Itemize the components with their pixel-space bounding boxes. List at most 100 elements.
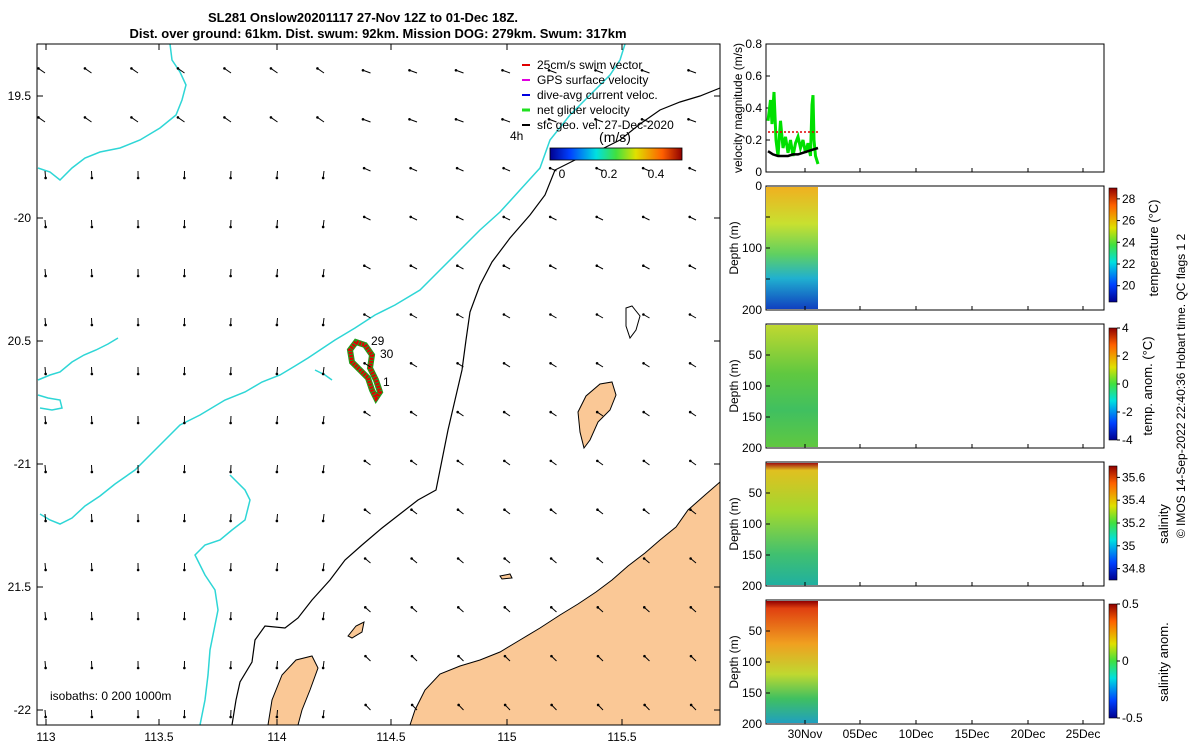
depth-tick-label: 50 xyxy=(749,348,763,362)
time-tick-label: 15Dec xyxy=(955,727,990,741)
geo-arrow-head xyxy=(361,68,365,72)
geo-arrow xyxy=(177,117,185,123)
geo-arrow-head xyxy=(595,361,599,365)
geo-arrow-head xyxy=(549,361,552,365)
geo-arrow xyxy=(317,117,325,123)
geo-arrow-head xyxy=(456,459,460,463)
geo-arrow-head xyxy=(321,568,325,572)
geo-arrow-head xyxy=(275,617,279,621)
geo-arrow-head xyxy=(456,264,459,268)
geo-arrow-head xyxy=(363,313,366,316)
geo-arrow-head xyxy=(595,215,599,219)
cbar-tick-label: 35 xyxy=(1122,539,1136,553)
geo-arrow-head xyxy=(229,470,232,474)
geo-arrow-head xyxy=(136,176,140,180)
cbar-tick-label: 34.8 xyxy=(1122,562,1146,576)
geo-arrow-head xyxy=(641,215,645,219)
geo-arrow-head xyxy=(229,715,232,719)
geo-arrow xyxy=(84,68,92,74)
geo-arrow-head xyxy=(90,421,94,425)
geo-arrow-head xyxy=(547,117,551,121)
geo-arrow-head xyxy=(229,372,232,376)
geo-arrow-head xyxy=(456,557,460,560)
geo-arrow-head xyxy=(223,116,226,119)
geo-arrow-head xyxy=(503,557,506,560)
temperature-y-ticks: 0 100 200 xyxy=(742,179,770,317)
geo-arrow-head xyxy=(643,654,646,658)
geo-arrow-head xyxy=(596,606,600,609)
lon-tick-label: 115 xyxy=(497,730,516,744)
cbar-tick-label: 20 xyxy=(1122,279,1136,293)
geo-arrow-head xyxy=(275,372,279,376)
geo-arrow-head xyxy=(183,617,186,621)
geo-arrow-head xyxy=(689,557,692,560)
time-tick-label: 30Nov xyxy=(788,727,823,741)
geo-arrow xyxy=(270,117,278,123)
geo-arrow-head xyxy=(44,519,47,523)
geo-arrow-head xyxy=(688,264,692,268)
geo-arrow-head xyxy=(410,459,413,463)
geo-arrow-head xyxy=(363,606,367,609)
geo-arrow-head xyxy=(90,715,94,719)
geo-arrow-head xyxy=(454,117,458,121)
geo-arrow-head xyxy=(549,410,552,414)
salinity-anomaly-colorbar xyxy=(1108,603,1118,719)
geo-arrow-head xyxy=(90,176,94,180)
geo-arrow-head xyxy=(503,606,507,609)
geo-arrow xyxy=(84,117,92,123)
geo-arrow-head xyxy=(688,166,691,170)
geo-arrow-head xyxy=(90,666,94,670)
geo-arrow-head xyxy=(408,117,411,121)
salinity-section xyxy=(766,463,818,585)
geo-arrow-head xyxy=(455,166,459,170)
geo-arrow-head xyxy=(136,519,140,523)
geo-arrow-head xyxy=(409,410,413,414)
geo-arrow-head xyxy=(321,372,325,376)
geo-arrow xyxy=(688,118,697,123)
geo-arrow-head xyxy=(456,361,459,365)
lon-tick-label: 114.5 xyxy=(376,730,405,744)
geo-arrow xyxy=(131,68,139,74)
geo-arrow-head xyxy=(44,176,47,180)
geo-arrow-head xyxy=(549,557,553,560)
geo-arrow-head xyxy=(502,410,506,414)
geo-arrow-head xyxy=(44,421,47,425)
geo-arrow-head xyxy=(594,117,597,121)
temp-anomaly-colorbar-ticks: 4 2 0 -2 -4 xyxy=(1117,321,1133,447)
isobaths-label: isobaths: 0 200 1000m xyxy=(50,689,171,703)
geo-arrow-head xyxy=(502,313,506,316)
geo-arrow-head xyxy=(409,361,413,365)
geo-arrow-head xyxy=(37,116,40,119)
geo-arrow-head xyxy=(503,508,506,511)
geo-arrow-head xyxy=(596,654,600,658)
geo-arrow-head xyxy=(456,606,460,609)
salinity-y-ticks: 50 100 150 200 xyxy=(742,461,770,593)
cbar-tick-label: 0 xyxy=(1122,377,1129,391)
geo-arrow xyxy=(641,118,650,123)
glider-track-outline xyxy=(346,338,384,404)
map-legend: 25cm/s swim vector GPS surface velocity … xyxy=(510,58,683,181)
geo-arrow-head xyxy=(456,508,460,511)
velocity-panel: 0 0.2 0.4 0.6 0.8 velocity magnitude (m/s) xyxy=(731,37,1105,179)
depth-tick-label: 100 xyxy=(742,517,762,531)
geo-arrow-head xyxy=(689,606,693,609)
temperature-axes xyxy=(765,185,1105,311)
salinity-anomaly-panel: 50 100 150 200 Depth (m) 0.5 0 -0.5 salinity … xyxy=(727,597,1171,731)
geo-arrow-head xyxy=(44,568,47,572)
geo-arrow-head xyxy=(595,264,599,268)
lat-tick-label: 20.5 xyxy=(8,334,32,348)
geo-arrow-head xyxy=(229,568,232,572)
geo-arrow-head xyxy=(321,274,325,278)
geo-arrow-head xyxy=(269,67,273,70)
geo-arrow-head xyxy=(183,372,186,376)
geo-arrow-head xyxy=(549,606,553,609)
geo-arrow-head xyxy=(229,323,232,327)
geo-arrow-head xyxy=(90,568,94,572)
colorbar-unit: (m/s) xyxy=(599,129,631,145)
geo-arrow xyxy=(641,69,650,74)
depth-tick-label: 150 xyxy=(742,686,762,700)
geo-arrow-head xyxy=(83,67,87,70)
geo-arrow-head xyxy=(90,470,94,474)
velocity-series-1 xyxy=(767,146,819,158)
geo-arrow xyxy=(38,68,46,74)
